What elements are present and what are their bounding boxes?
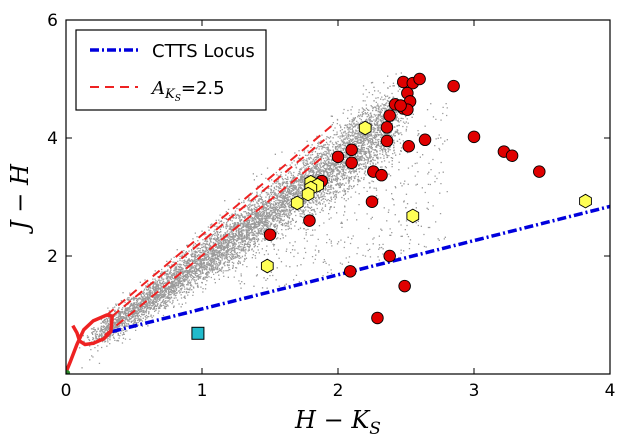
point-circle-5 bbox=[447, 79, 460, 93]
legend-label-ctts-locus: CTTS Locus bbox=[152, 41, 255, 62]
chart-lines bbox=[66, 125, 610, 373]
legend-label-s: S bbox=[175, 94, 181, 104]
y-tick-label-4: 4 bbox=[47, 129, 58, 149]
legend-label-k: K bbox=[164, 87, 176, 102]
point-circle-14 bbox=[418, 133, 432, 147]
legend-label-value: =2.5 bbox=[181, 78, 225, 99]
legend: CTTS Locus AKS=2.5 bbox=[75, 29, 267, 111]
point-hexagon-7 bbox=[260, 258, 274, 274]
ctts-locus-line bbox=[111, 204, 610, 334]
x-axis-label-base: H − K bbox=[294, 406, 371, 434]
chart-markers bbox=[66, 72, 592, 374]
reddening-line-3 bbox=[106, 125, 332, 316]
point-circle-20 bbox=[331, 150, 345, 164]
reddening-line-1 bbox=[92, 154, 326, 346]
x-tick-label-0: 0 bbox=[61, 381, 72, 401]
x-axis-label-sub: S bbox=[369, 419, 381, 436]
point-hexagon-8 bbox=[406, 208, 420, 224]
point-hexagon-5 bbox=[301, 186, 315, 202]
y-tick-label-2: 2 bbox=[47, 247, 58, 267]
point-circle-10 bbox=[394, 99, 407, 112]
point-circle-18 bbox=[505, 149, 519, 162]
x-tick-label-3: 3 bbox=[469, 381, 480, 401]
point-square-1 bbox=[191, 326, 205, 340]
point-circle-small-1 bbox=[66, 370, 71, 374]
reddening-line-2 bbox=[111, 139, 326, 317]
point-circle-26 bbox=[365, 195, 379, 208]
point-hexagon-9 bbox=[579, 193, 592, 209]
point-circle-22 bbox=[345, 156, 358, 170]
legend-label-extinction: AKS=2.5 bbox=[150, 78, 225, 104]
point-circle-4 bbox=[413, 72, 426, 86]
y-axis-label: J − H bbox=[6, 163, 34, 235]
point-circle-13 bbox=[380, 134, 394, 148]
legend-frame bbox=[75, 29, 267, 111]
main-sequence-curve bbox=[66, 313, 114, 373]
point-circle-30 bbox=[383, 249, 396, 263]
point-circle-21 bbox=[345, 143, 358, 157]
point-circle-27 bbox=[303, 214, 316, 227]
point-circle-11 bbox=[383, 109, 396, 122]
point-circle-31 bbox=[398, 279, 411, 293]
point-circle-28 bbox=[263, 228, 277, 242]
axis-ticks: 0 1 2 3 4 2 4 6 bbox=[47, 11, 615, 401]
point-hexagon-6 bbox=[290, 195, 304, 211]
point-circle-12 bbox=[380, 121, 394, 134]
x-tick-label-2: 2 bbox=[333, 381, 344, 401]
point-circle-19 bbox=[533, 165, 546, 178]
point-hexagon-1 bbox=[358, 120, 372, 136]
legend-label-a: A bbox=[150, 78, 165, 99]
point-circle-15 bbox=[402, 140, 415, 153]
point-circle-29 bbox=[343, 265, 357, 278]
x-tick-label-4: 4 bbox=[605, 381, 616, 401]
x-axis-label: H − KS bbox=[294, 406, 381, 436]
point-circle-16 bbox=[467, 130, 481, 144]
point-circle-32 bbox=[371, 311, 384, 325]
point-circle-25 bbox=[375, 168, 388, 182]
y-tick-label-6: 6 bbox=[47, 11, 58, 31]
x-tick-label-1: 1 bbox=[197, 381, 208, 401]
